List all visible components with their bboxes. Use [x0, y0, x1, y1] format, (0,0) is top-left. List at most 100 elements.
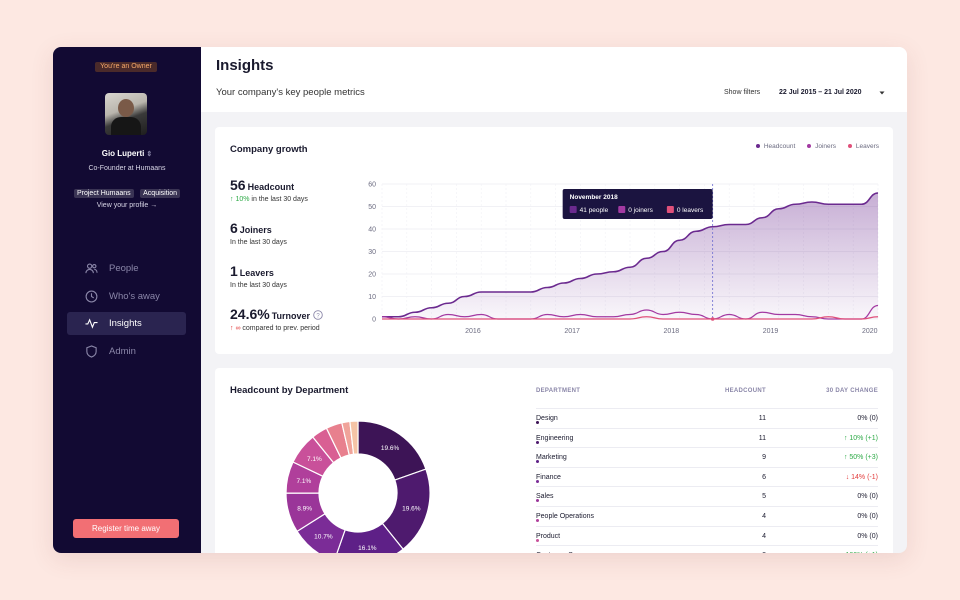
chevron-down-icon[interactable] [879, 90, 885, 96]
register-time-away-button[interactable]: Register time away [73, 519, 179, 538]
sidebar-item-label: Insights [109, 318, 142, 329]
view-profile-link[interactable]: View your profile → [96, 202, 158, 209]
tooltip-title: November 2018 [570, 194, 618, 201]
stat-value: 1 [230, 263, 238, 279]
department-headcount: 11 [758, 434, 766, 442]
department-name: Customer Success [536, 552, 595, 553]
department-color-dot [536, 518, 539, 522]
department-chart-title: Headcount by Department [230, 385, 349, 396]
sidebar-item-people[interactable]: People [67, 257, 186, 280]
department-name: Engineering [536, 434, 574, 444]
avatar[interactable] [105, 93, 147, 135]
department-name: Design [536, 415, 558, 424]
donut-slice-label: 7.1% [296, 478, 311, 485]
table-row[interactable]: Sales 5 0% (0) [536, 486, 878, 506]
table-row[interactable]: Product 4 0% (0) [536, 525, 878, 546]
sidebar-item-label: Admin [109, 345, 136, 357]
tag-project[interactable]: Project Humaans [73, 189, 134, 198]
stat-sub: in the last 30 days [251, 196, 308, 203]
leavers-line[interactable] [382, 316, 879, 320]
department-name: People Operations [536, 512, 594, 522]
stat-label: Turnover [271, 311, 311, 321]
company-growth-title: Company growth [230, 144, 308, 155]
department-headcount: 4 [762, 532, 766, 540]
page-title: Insights [216, 57, 274, 74]
table-header: DEPARTMENT HEADCOUNT 30 DAY CHANGE [536, 388, 878, 408]
table-row[interactable]: Customer Success 2 ↑ 100% (+1) [536, 545, 878, 553]
legend-dot [807, 144, 812, 149]
legend-joiners[interactable]: Joiners [807, 143, 836, 150]
column-header-department[interactable]: DEPARTMENT [536, 388, 581, 394]
chevron-updown-icon: ⇕ [146, 151, 153, 158]
department-headcount: 4 [762, 512, 766, 520]
table-body: Design 11 0% (0) Engineering 11 ↑ 10% (+1) Mar… [536, 408, 878, 553]
y-tick-label: 50 [368, 204, 376, 211]
company-growth-chart[interactable]: 0 10 20 30 40 50 60 2016 2017 2018 2019 2020 Novembe… [355, 177, 885, 342]
department-headcount: 2 [762, 552, 766, 553]
sidebar-item-label: Who's away [109, 290, 160, 302]
chart-tooltip: November 2018 41 people 0 joiners 0 leavers [562, 189, 713, 219]
stat-sub: compared to prev. period [242, 325, 320, 332]
owner-badge: You're an Owner [95, 62, 157, 72]
legend-dot [847, 144, 852, 149]
help-icon[interactable]: ? [313, 310, 323, 320]
department-donut-chart[interactable]: 19.6% 19.6% 16.1% 10.7% 8.9% 7.1% 7.1% [283, 418, 433, 553]
show-filters-button[interactable]: Show filters [724, 89, 761, 96]
legend-leavers[interactable]: Leavers [847, 143, 879, 150]
user-name: Gio Luperti [101, 149, 145, 158]
legend-headcount[interactable]: Headcount [755, 143, 795, 150]
x-tick-label: 2019 [763, 328, 779, 335]
donut-slice-label: 10.7% [314, 534, 333, 541]
donut-slice[interactable] [349, 420, 359, 455]
clock-icon [85, 290, 98, 302]
sidebar-item-label: People [109, 263, 139, 274]
company-growth-card: Company growth Headcount Joiners Leavers… [215, 127, 893, 354]
department-change: ↑ 10% (+1) [843, 434, 878, 442]
table-row[interactable]: Engineering 11 ↑ 10% (+1) [536, 427, 878, 448]
date-range-selector[interactable]: 22 Jul 2015 – 21 Jul 2020 [779, 89, 862, 96]
tooltip-swatch [666, 206, 674, 213]
donut-slice-label: 7.1% [307, 456, 322, 463]
column-header-headcount[interactable]: HEADCOUNT [724, 388, 766, 394]
department-headcount: 5 [762, 493, 766, 501]
user-role: Co-Founder at Humaans [88, 165, 166, 172]
department-change: 0% (0) [857, 493, 878, 501]
tooltip-headcount: 41 people [580, 207, 609, 214]
department-change: 0% (0) [857, 415, 878, 422]
user-tags: Project Humaans Acquisition [53, 182, 201, 200]
stat-value: 56 [230, 177, 246, 193]
joiners-line[interactable] [381, 304, 879, 320]
chart-legend: Headcount Joiners Leavers [746, 143, 879, 150]
sidebar-item-whos-away[interactable]: Who's away [67, 285, 186, 308]
y-tick-label: 30 [368, 249, 376, 256]
tag-team[interactable]: Acquisition [140, 189, 180, 198]
sidebar-item-admin[interactable]: Admin [67, 340, 186, 363]
table-row[interactable]: Finance 6 ↓ 14% (-1) [536, 466, 878, 487]
x-tick-label: 2020 [862, 328, 878, 335]
headcount-line[interactable] [381, 192, 879, 318]
table-row[interactable]: Marketing 9 ↑ 50% (+3) [536, 447, 878, 467]
donut-slice[interactable] [334, 522, 404, 553]
stat-change: ↑ 10% [230, 196, 250, 203]
people-icon [85, 263, 98, 274]
column-header-change[interactable]: 30 DAY CHANGE [826, 388, 878, 394]
tooltip-leavers: 0 leavers [677, 207, 704, 214]
stat-label: Headcount [247, 182, 295, 192]
user-name-row[interactable]: Gio Luperti ⇕ [53, 149, 201, 158]
department-change: ↑ 100% (+1) [840, 552, 878, 553]
y-tick-label: 40 [368, 227, 376, 234]
department-color-dot [536, 499, 539, 503]
y-tick-label: 10 [368, 294, 376, 301]
donut-slice-label: 19.6% [402, 505, 421, 512]
table-row[interactable]: Design 11 0% (0) [536, 408, 878, 428]
stat-change: ↑ ∞ [230, 325, 241, 332]
sidebar-item-insights[interactable]: Insights [67, 312, 186, 335]
department-table: DEPARTMENT HEADCOUNT 30 DAY CHANGE Desig… [536, 388, 878, 553]
x-tick-label: 2016 [465, 328, 481, 335]
avatar-body [111, 117, 141, 135]
y-tick-label: 60 [368, 182, 376, 189]
department-color-dot [536, 440, 539, 444]
table-row[interactable]: People Operations 4 0% (0) [536, 505, 878, 526]
stat-joiners: 6 Joiners In the last 30 days [230, 220, 287, 246]
page-subtitle: Your company's key people metrics [216, 87, 365, 98]
